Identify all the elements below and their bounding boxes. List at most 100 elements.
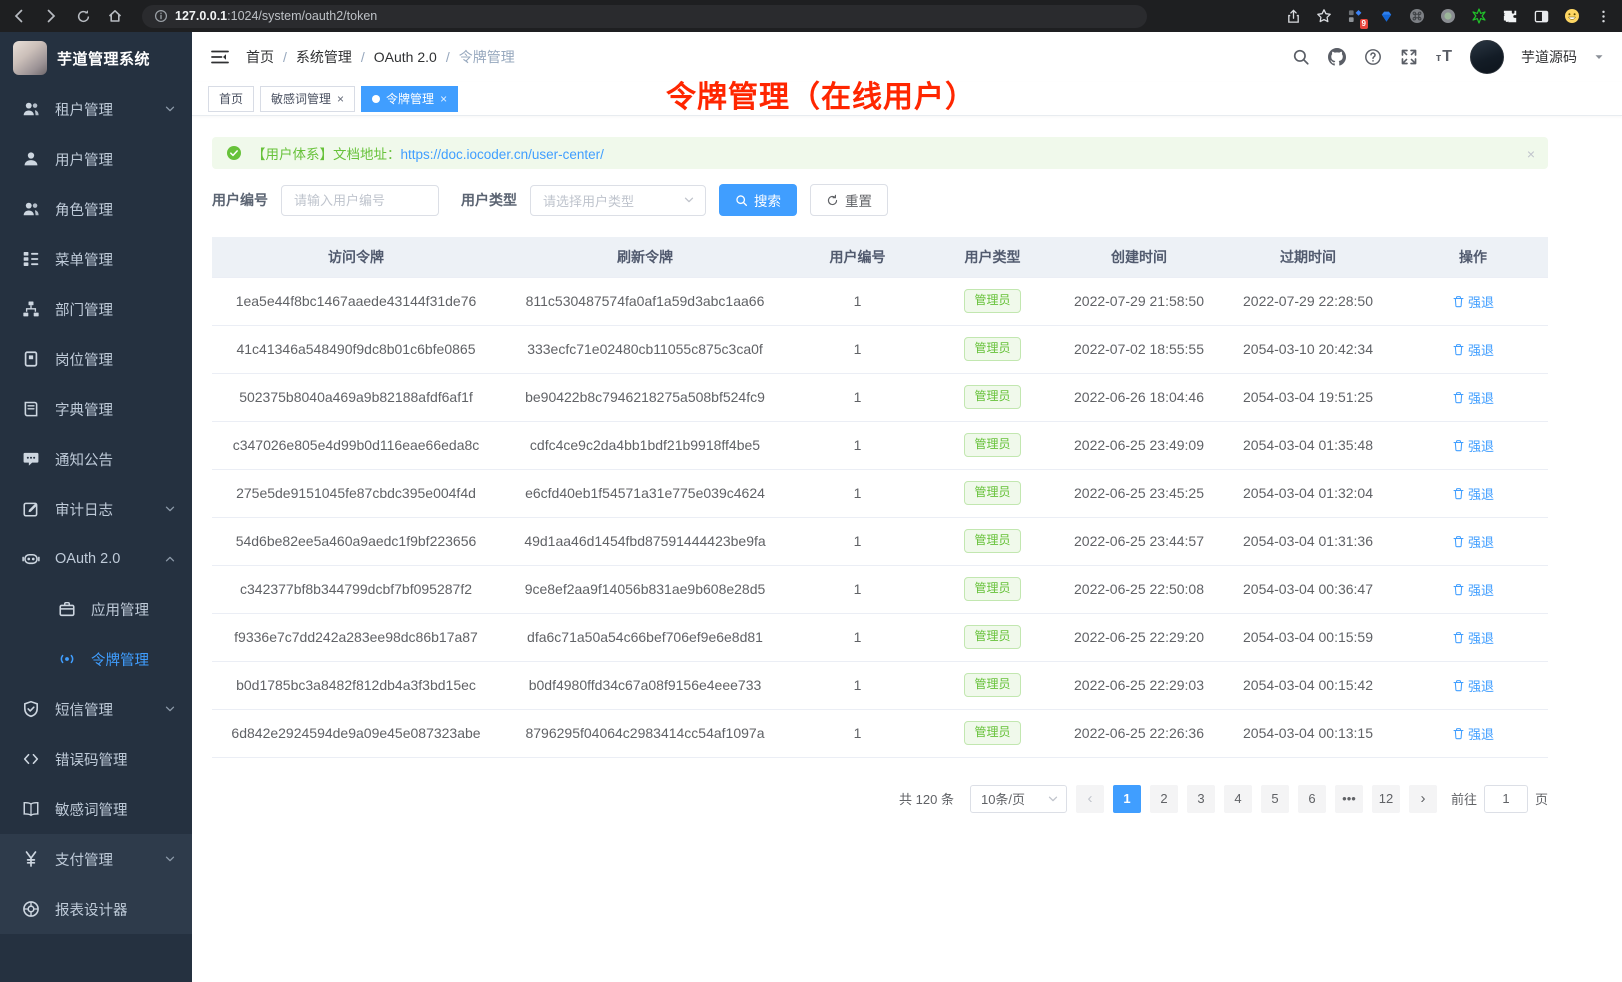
doc-link[interactable]: https://doc.iocoder.cn/user-center/ bbox=[400, 147, 604, 162]
puzzle-icon[interactable] bbox=[1501, 7, 1519, 25]
sidebar-item-pay[interactable]: 支付管理 bbox=[0, 834, 192, 884]
users-icon bbox=[22, 200, 40, 218]
access-token-cell: c342377bf8b344799dcbf7bf095287f2 bbox=[212, 565, 500, 614]
tab-首页[interactable]: 首页 bbox=[208, 85, 255, 112]
expire-time-cell: 2054-03-04 00:15:59 bbox=[1218, 613, 1398, 662]
breadcrumb-separator: / bbox=[360, 49, 365, 65]
force-logout-button[interactable]: 强退 bbox=[1452, 676, 1494, 695]
tab-close-icon[interactable]: × bbox=[440, 91, 448, 106]
command-icon[interactable] bbox=[1408, 7, 1426, 25]
tab-close-icon[interactable]: × bbox=[337, 91, 345, 106]
breadcrumb-item[interactable]: 系统管理 bbox=[295, 49, 352, 65]
reset-button[interactable]: 重置 bbox=[810, 184, 888, 216]
menu-dots-icon[interactable] bbox=[1594, 7, 1612, 25]
sidebar-item-role[interactable]: 角色管理 bbox=[0, 184, 192, 234]
page-size-select[interactable]: 10条/页 bbox=[969, 784, 1067, 813]
sidebar-item-audit[interactable]: 审计日志 bbox=[0, 484, 192, 534]
force-logout-button[interactable]: 强退 bbox=[1452, 340, 1494, 359]
force-logout-button[interactable]: 强退 bbox=[1452, 484, 1494, 503]
user-id-cell: 1 bbox=[790, 661, 925, 710]
github-icon[interactable] bbox=[1328, 48, 1347, 67]
sidebar-item-dept[interactable]: 部门管理 bbox=[0, 284, 192, 334]
refresh-token-cell: 8796295f04064c2983414cc54af1097a bbox=[500, 709, 790, 758]
username[interactable]: 芋道源码 bbox=[1521, 49, 1577, 65]
app-logo-block[interactable]: 芋道管理系统 bbox=[0, 32, 192, 84]
user-id-input[interactable] bbox=[281, 184, 439, 216]
user-type-cell: 管理员 bbox=[925, 613, 1060, 662]
user-type-select[interactable]: 请选择用户类型 bbox=[530, 184, 706, 216]
force-logout-button[interactable]: 强退 bbox=[1452, 388, 1494, 407]
search-button[interactable]: 搜索 bbox=[719, 184, 797, 216]
green-star-icon[interactable] bbox=[1470, 7, 1488, 25]
next-page-button[interactable]: › bbox=[1408, 784, 1437, 813]
page-button-6[interactable]: 6 bbox=[1297, 784, 1326, 813]
emoji-icon[interactable] bbox=[1563, 7, 1581, 25]
sidebar-item-sensitive[interactable]: 敏感词管理 bbox=[0, 784, 192, 834]
sidebar-item-dict[interactable]: 字典管理 bbox=[0, 384, 192, 434]
message-icon bbox=[22, 450, 40, 468]
breadcrumb-item[interactable]: OAuth 2.0 bbox=[373, 49, 437, 65]
sidebar-item-sms[interactable]: 短信管理 bbox=[0, 684, 192, 734]
tab-敏感词管理[interactable]: 敏感词管理 × bbox=[260, 85, 356, 112]
reload-icon[interactable] bbox=[74, 7, 92, 25]
split-icon[interactable] bbox=[1532, 7, 1550, 25]
force-logout-button[interactable]: 强退 bbox=[1452, 292, 1494, 311]
goto-page-input[interactable] bbox=[1483, 784, 1528, 813]
lifebuoy-icon bbox=[22, 900, 40, 918]
page-button-4[interactable]: 4 bbox=[1223, 784, 1252, 813]
search-icon[interactable] bbox=[1292, 48, 1311, 67]
breadcrumb-item[interactable]: 首页 bbox=[246, 49, 274, 65]
fullscreen-icon[interactable] bbox=[1400, 48, 1419, 67]
shield-icon bbox=[22, 700, 40, 718]
gem-icon[interactable] bbox=[1377, 7, 1395, 25]
sidebar-item-label: 岗位管理 bbox=[55, 352, 113, 369]
tab-label: 敏感词管理 bbox=[271, 92, 332, 106]
expire-time-cell: 2022-07-29 22:28:50 bbox=[1218, 277, 1398, 326]
home-icon[interactable] bbox=[106, 7, 124, 25]
force-logout-button[interactable]: 强退 bbox=[1452, 580, 1494, 599]
force-logout-button[interactable]: 强退 bbox=[1452, 532, 1494, 551]
page-button-3[interactable]: 3 bbox=[1186, 784, 1215, 813]
sidebar-item-oauth2-app[interactable]: 应用管理 bbox=[0, 584, 192, 634]
sidebar-item-user[interactable]: 用户管理 bbox=[0, 134, 192, 184]
back-icon[interactable] bbox=[10, 7, 28, 25]
extensions-icon[interactable]: 9 bbox=[1346, 7, 1368, 29]
sidebar-item-report[interactable]: 报表设计器 bbox=[0, 884, 192, 934]
user-type-cell: 管理员 bbox=[925, 421, 1060, 470]
caret-down-icon[interactable] bbox=[1594, 52, 1604, 62]
success-check-icon bbox=[226, 145, 242, 161]
expire-time-cell: 2054-03-10 20:42:34 bbox=[1218, 325, 1398, 374]
font-size-icon[interactable]: тT bbox=[1435, 48, 1453, 65]
record-icon[interactable] bbox=[1439, 7, 1457, 25]
page-button-1[interactable]: 1 bbox=[1112, 784, 1141, 813]
sidebar-item-tenant[interactable]: 租户管理 bbox=[0, 84, 192, 134]
page-button-5[interactable]: 5 bbox=[1260, 784, 1289, 813]
page-button-12[interactable]: 12 bbox=[1371, 784, 1400, 813]
alert-close-icon[interactable]: × bbox=[1526, 146, 1535, 162]
code-icon bbox=[22, 750, 40, 768]
more-pages-button[interactable]: ••• bbox=[1334, 784, 1363, 813]
pagination-total: 共 120 条 bbox=[899, 792, 954, 807]
sidebar-item-post[interactable]: 岗位管理 bbox=[0, 334, 192, 384]
bookmark-icon[interactable] bbox=[1315, 7, 1333, 25]
force-logout-button[interactable]: 强退 bbox=[1452, 724, 1494, 743]
prev-page-button[interactable]: ‹ bbox=[1075, 784, 1104, 813]
sidebar-toggle-icon[interactable] bbox=[210, 47, 230, 67]
force-logout-button[interactable]: 强退 bbox=[1452, 628, 1494, 647]
user-avatar[interactable] bbox=[1470, 40, 1504, 74]
sidebar-item-oauth2-token[interactable]: 令牌管理 bbox=[0, 634, 192, 684]
sidebar-item-oauth2[interactable]: OAuth 2.0 bbox=[0, 534, 192, 584]
address-bar[interactable]: 127.0.0.1:1024/system/oauth2/token bbox=[142, 4, 1147, 28]
sidebar-item-errcode[interactable]: 错误码管理 bbox=[0, 734, 192, 784]
tab-令牌管理[interactable]: 令牌管理 × bbox=[361, 85, 459, 112]
share-icon[interactable] bbox=[1284, 7, 1302, 25]
sidebar-item-menu[interactable]: 菜单管理 bbox=[0, 234, 192, 284]
page-button-2[interactable]: 2 bbox=[1149, 784, 1178, 813]
user-type-cell: 管理员 bbox=[925, 709, 1060, 758]
force-logout-button[interactable]: 强退 bbox=[1452, 436, 1494, 455]
help-icon[interactable] bbox=[1364, 48, 1383, 67]
info-icon[interactable] bbox=[154, 9, 168, 23]
chevron-down-icon bbox=[164, 103, 176, 115]
forward-icon[interactable] bbox=[42, 7, 60, 25]
sidebar-item-notice[interactable]: 通知公告 bbox=[0, 434, 192, 484]
